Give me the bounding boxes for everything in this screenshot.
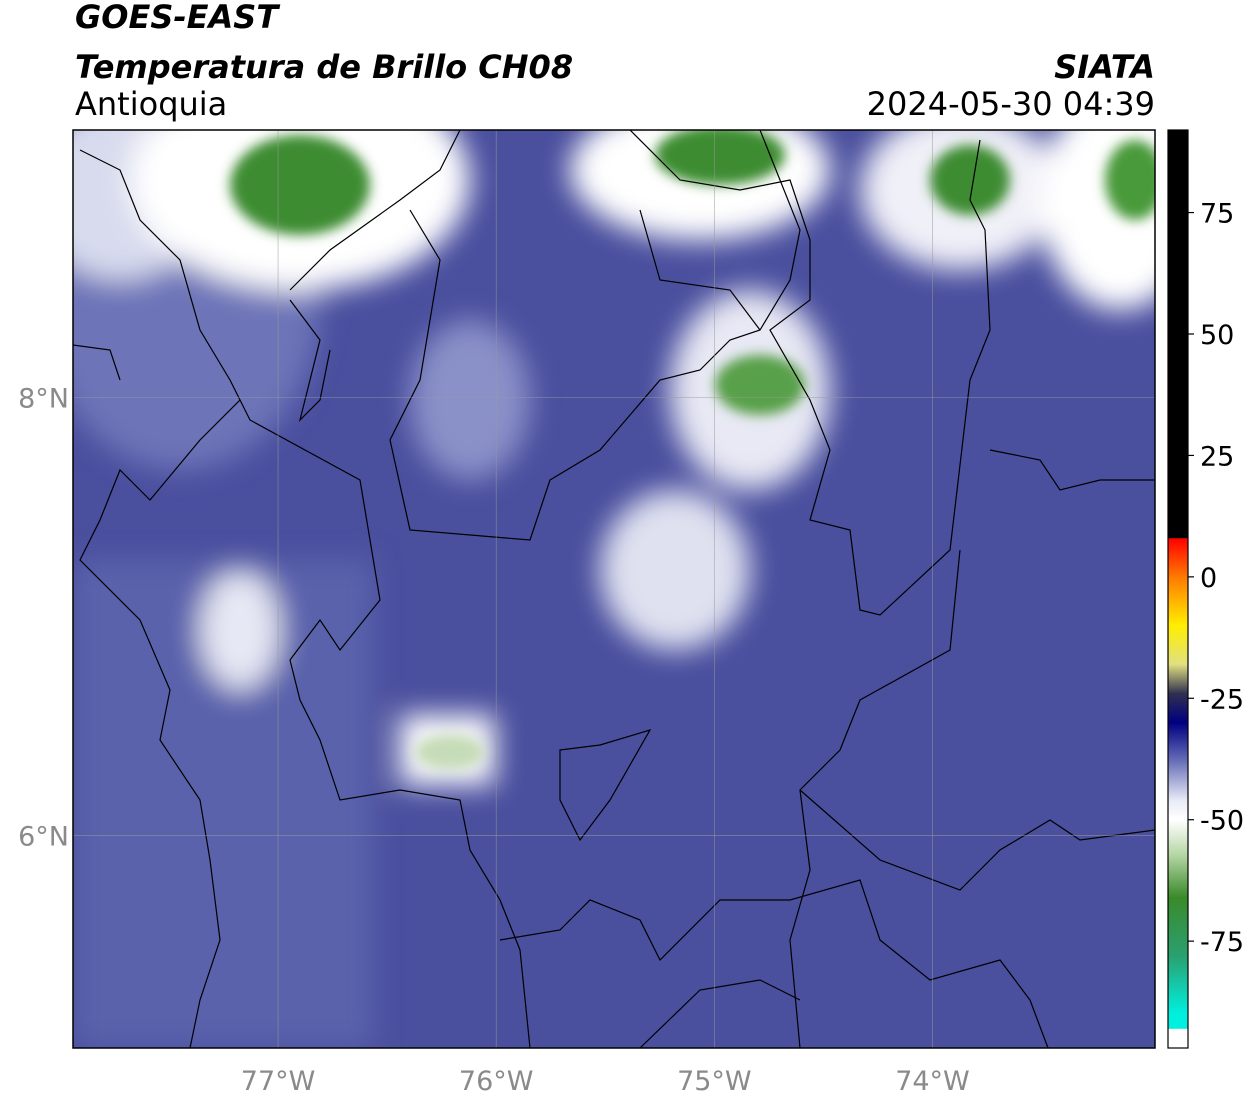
colorbar-frame: [1167, 129, 1189, 1049]
x-tick-label: 76°W: [459, 1066, 534, 1097]
datetime: 2024-05-30 04:39: [867, 85, 1155, 123]
source: SIATA: [1054, 48, 1155, 86]
colorbar-tick-label: -50: [1200, 806, 1244, 837]
colorbar-tick-label: 75: [1200, 199, 1234, 230]
colorbar-tick-label: 25: [1200, 441, 1234, 472]
x-tick-label: 75°W: [677, 1066, 752, 1097]
x-tick-label: 74°W: [895, 1066, 970, 1097]
colorbar: 75 50 25 0 -25 -50 -75: [1167, 129, 1244, 1049]
colorbar-tick-label: -75: [1200, 927, 1244, 958]
colorbar-tick-label: 50: [1200, 320, 1234, 351]
y-tick-label: 6°N: [18, 821, 69, 852]
colorbar-tick-label: 0: [1200, 563, 1217, 594]
borders: [73, 130, 1155, 1048]
colorbar-fill: [1168, 130, 1188, 1048]
colorbar-tick-label: -25: [1200, 684, 1244, 715]
region: Antioquia: [75, 85, 227, 123]
x-tick-label: 77°W: [241, 1066, 316, 1097]
y-tick-label: 8°N: [18, 383, 69, 414]
satellite: GOES-EAST: [75, 0, 280, 36]
grid: [73, 130, 1155, 1048]
product: Temperatura de Brillo CH08: [75, 48, 573, 86]
map-frame: [72, 129, 1156, 1049]
cloud-field: [73, 130, 1155, 1048]
map-field: [73, 130, 1155, 1048]
cold-tops: [230, 130, 1155, 770]
